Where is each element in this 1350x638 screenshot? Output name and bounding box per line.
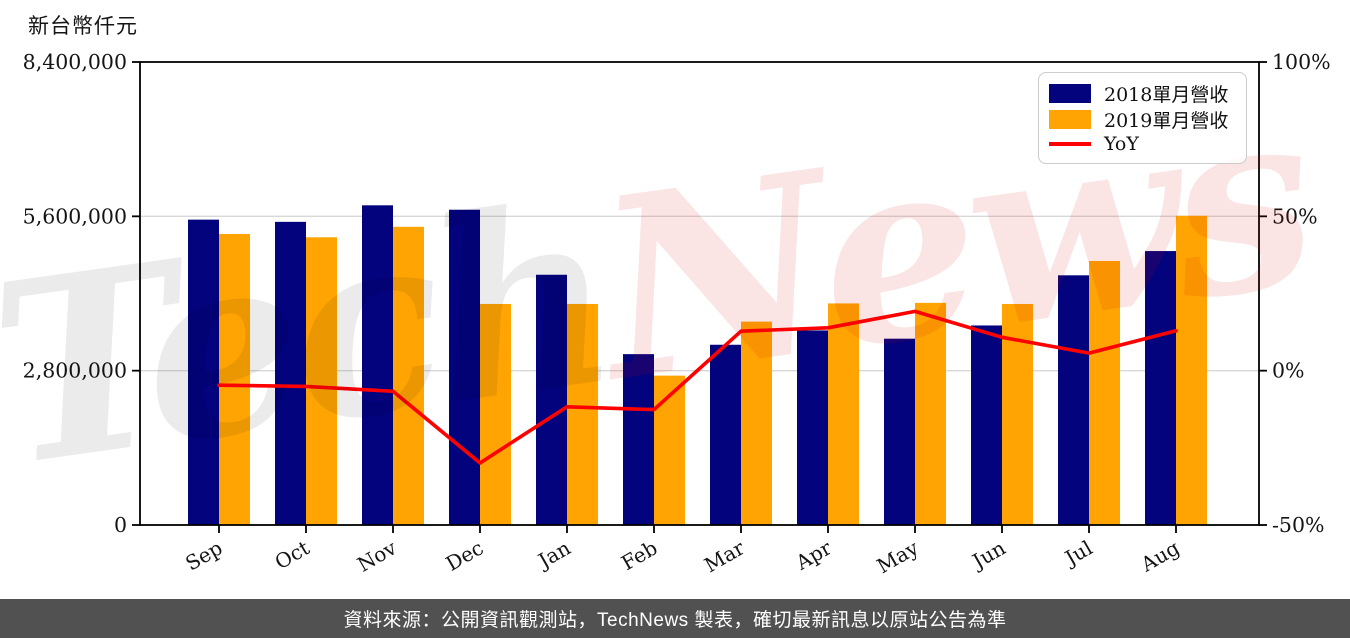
right-axis-tick-label: 0%	[1272, 359, 1305, 383]
bar-2018-may	[884, 338, 915, 525]
legend: 2018單月營收 2019單月營收 YoY	[1038, 72, 1247, 164]
x-axis-month-label: Mar	[700, 535, 749, 577]
legend-item-2019: 2019單月營收	[1049, 106, 1236, 132]
left-axis-tick-label: 8,400,000	[23, 50, 127, 74]
bar-2018-nov	[362, 205, 393, 526]
x-axis-month-label: Jan	[532, 535, 574, 573]
bar-2019-may	[915, 302, 946, 525]
bar-2019-jan	[567, 303, 598, 525]
x-axis-month-label: Apr	[791, 535, 836, 575]
legend-label-2018: 2018單月營收	[1104, 83, 1229, 106]
bar-2018-dec	[449, 209, 480, 525]
bar-2018-feb	[623, 354, 654, 525]
bar-2019-dec	[480, 303, 511, 525]
bar-2019-mar	[741, 321, 772, 525]
legend-swatch-2019-icon	[1049, 109, 1091, 129]
bar-2018-mar	[710, 344, 741, 525]
right-axis-tick-label: 50%	[1272, 204, 1318, 228]
right-axis-tick-label: -50%	[1272, 513, 1325, 537]
y-axis-unit-label: 新台幣仟元	[28, 14, 138, 38]
source-footer-bar: 資料來源：公開資訊觀測站，TechNews 製表，確切最新訊息以原站公告為準	[0, 599, 1350, 638]
bar-2019-oct	[306, 237, 337, 525]
bar-2019-aug	[1176, 215, 1207, 525]
left-axis-tick-label: 2,800,000	[23, 359, 127, 383]
x-axis-month-label: Jun	[967, 535, 1010, 574]
x-axis-month-label: Nov	[353, 535, 401, 577]
left-axis-tick-label: 5,600,000	[23, 204, 127, 228]
legend-item-2018: 2018單月營收	[1049, 80, 1236, 106]
x-axis-month-label: Sep	[181, 536, 226, 576]
x-axis-month-label: May	[873, 535, 923, 578]
chart-plot-area: 0 2,800,000 5,600,000 8,400,000 -50% 0% 50% 100…	[23, 50, 1331, 578]
bar-2018-jan	[536, 274, 567, 525]
x-axis-month-label: Dec	[442, 536, 488, 576]
bar-2019-sep	[219, 233, 250, 525]
x-axis-month-label: Oct	[271, 536, 314, 575]
bar-2019-feb	[654, 375, 685, 525]
x-axis-month-label: Jul	[1059, 536, 1096, 571]
bar-2019-jul	[1089, 260, 1120, 525]
left-axis-tick-label: 0	[114, 513, 127, 537]
legend-item-yoy: YoY	[1049, 132, 1236, 156]
bar-2018-sep	[188, 219, 219, 525]
bar-2018-aug	[1145, 251, 1176, 525]
bar-2019-nov	[393, 226, 424, 525]
legend-swatch-2018-icon	[1049, 83, 1091, 103]
source-footer-text: 資料來源：公開資訊觀測站，TechNews 製表，確切最新訊息以原站公告為準	[343, 610, 1007, 631]
legend-label-yoy: YoY	[1104, 133, 1139, 155]
bar-2018-apr	[797, 330, 828, 525]
bar-2018-jun	[971, 325, 1002, 525]
x-axis-month-label: Aug	[1136, 535, 1184, 576]
yoy-line	[217, 309, 1178, 465]
bar-2019-apr	[828, 303, 859, 525]
legend-label-2019: 2019單月營收	[1104, 109, 1229, 132]
legend-swatch-yoy-line-icon	[1049, 142, 1091, 146]
bar-2018-jul	[1058, 275, 1089, 525]
right-axis-tick-label: 100%	[1272, 50, 1331, 74]
x-axis-month-label: Feb	[617, 536, 661, 575]
bar-2018-oct	[275, 221, 306, 525]
plot-frame	[139, 61, 1260, 526]
